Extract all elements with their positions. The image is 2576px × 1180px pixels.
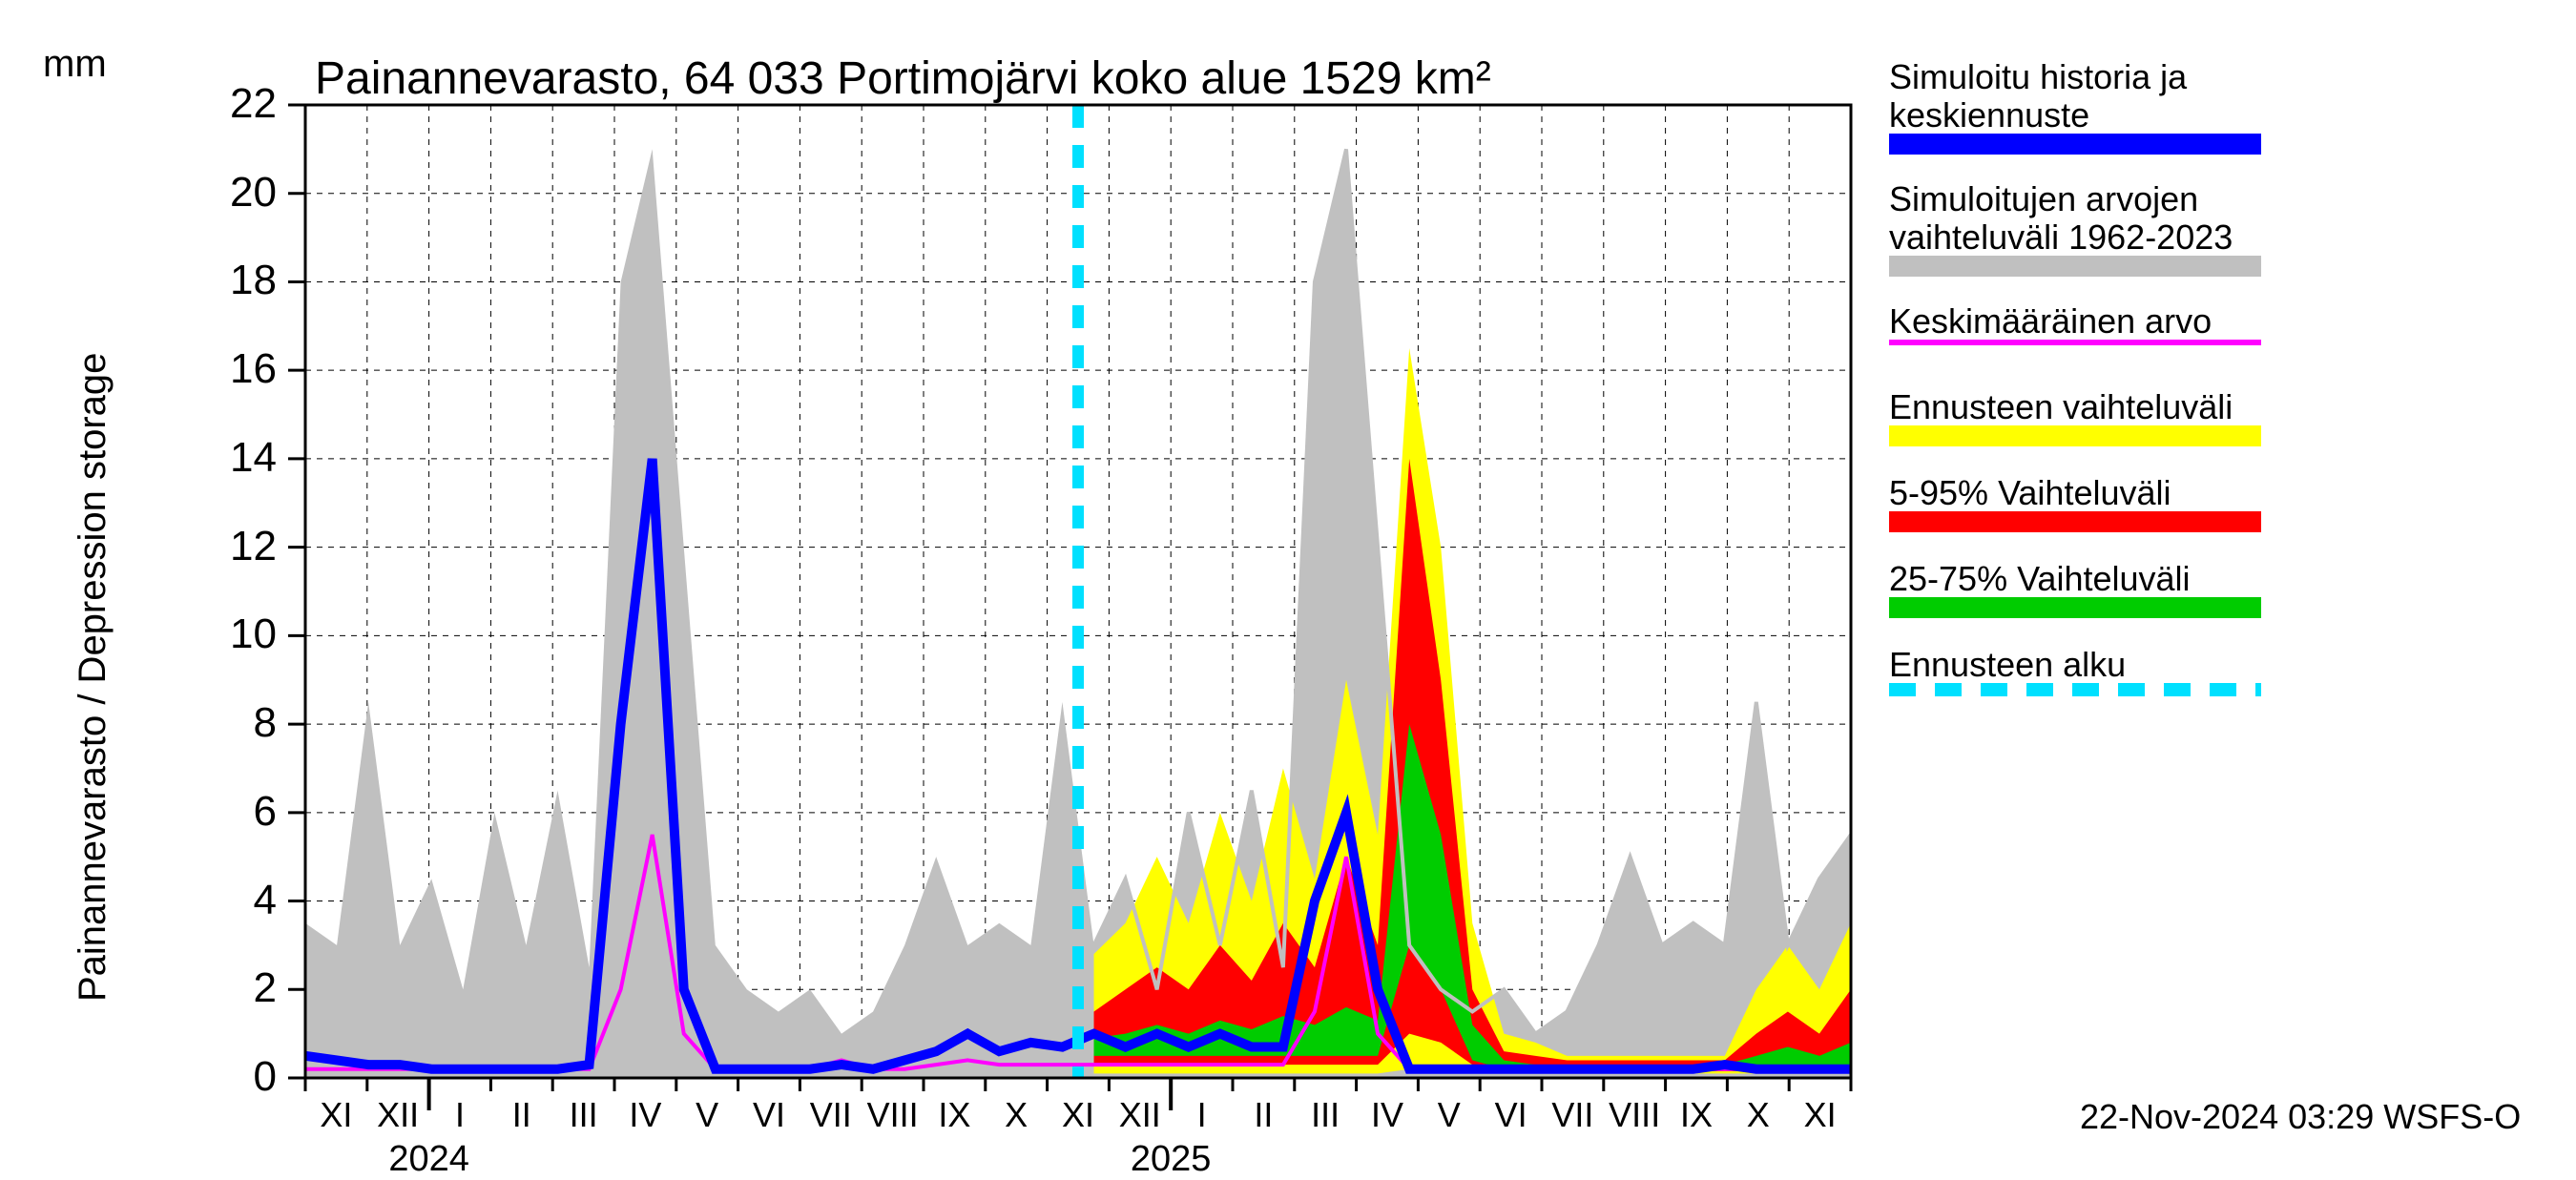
legend-swatch: [1889, 425, 2261, 446]
timestamp: 22-Nov-2024 03:29 WSFS-O: [2080, 1097, 2521, 1137]
legend-label: 25-75% Vaihteluväli: [1889, 559, 2191, 599]
year-label: 2024: [363, 1139, 496, 1180]
legend-swatch: [1889, 683, 2261, 696]
y-tick-label: 12: [181, 523, 277, 570]
legend-swatch: [1889, 256, 2261, 277]
y-axis-label: Painannevarasto / Depression storage: [72, 353, 114, 1002]
legend-label: Simuloitujen arvojen: [1889, 179, 2198, 219]
legend-label: Ennusteen vaihteluväli: [1889, 387, 2233, 427]
y-tick-label: 4: [181, 877, 277, 924]
chart-title: Painannevarasto, 64 033 Portimojärvi kok…: [315, 52, 1491, 105]
legend-label: Simuloitu historia ja: [1889, 57, 2187, 97]
y-tick-label: 0: [181, 1053, 277, 1101]
y-tick-label: 2: [181, 964, 277, 1012]
legend-label: Keskimääräinen arvo: [1889, 301, 2212, 342]
legend-swatch: [1889, 134, 2261, 155]
x-tick-label: XI: [1782, 1095, 1859, 1135]
y-tick-label: 6: [181, 788, 277, 836]
y-tick-label: 22: [181, 80, 277, 128]
y-tick-label: 8: [181, 699, 277, 747]
y-tick-label: 20: [181, 169, 277, 217]
y-tick-label: 18: [181, 257, 277, 304]
year-label: 2025: [1104, 1139, 1237, 1180]
y-tick-label: 10: [181, 611, 277, 658]
legend-swatch: [1889, 340, 2261, 345]
legend-label: keskiennuste: [1889, 95, 2089, 135]
y-axis-unit: mm: [43, 43, 107, 86]
legend-label: Ennusteen alku: [1889, 645, 2126, 685]
chart-container: Painannevarasto, 64 033 Portimojärvi kok…: [0, 0, 2576, 1145]
y-tick-label: 14: [181, 434, 277, 482]
y-tick-label: 16: [181, 345, 277, 393]
legend-label: 5-95% Vaihteluväli: [1889, 473, 2171, 513]
legend-swatch: [1889, 597, 2261, 618]
legend-swatch: [1889, 511, 2261, 532]
legend-label: vaihteluväli 1962-2023: [1889, 217, 2233, 258]
